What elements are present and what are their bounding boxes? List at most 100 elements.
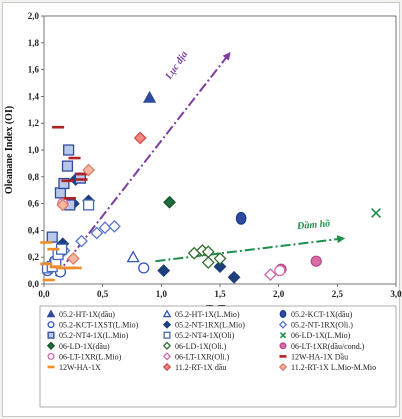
legend-marker — [162, 362, 172, 372]
x-tick-label: 0,5 — [97, 289, 109, 299]
y-tick-label: 0,0 — [28, 279, 40, 289]
data-point — [52, 125, 65, 129]
series-9 — [163, 195, 176, 209]
series-6 — [46, 144, 86, 243]
legend-marker — [47, 352, 55, 360]
data-point — [58, 177, 70, 190]
series-8 — [371, 208, 382, 218]
y-tick-label: 0,8 — [28, 172, 40, 182]
data-point — [126, 250, 140, 263]
series-16 — [133, 131, 147, 145]
data-point — [46, 231, 58, 243]
y-tick-label: 1,2 — [28, 118, 40, 128]
legend-marker — [47, 365, 55, 369]
x-tick-label: 1,5 — [214, 289, 226, 299]
legend-marker — [279, 355, 287, 358]
series-17 — [56, 163, 96, 265]
y-tick-label: 1,0 — [28, 145, 40, 155]
trend-line — [54, 51, 231, 277]
y-tick-label: 0,2 — [28, 252, 40, 262]
series-13 — [264, 268, 277, 282]
legend-label: 11.2-RT-1X dầu — [175, 363, 226, 372]
data-point — [371, 208, 382, 218]
legend-marker — [162, 320, 172, 329]
x-tick-label: 3,0 — [390, 289, 402, 299]
data-point — [157, 264, 171, 278]
y-tick-label: 1,8 — [28, 38, 40, 48]
legend-label: 05.2-KCT-1XST(L.Mio) — [59, 321, 139, 330]
legend-marker — [278, 320, 288, 329]
legend-marker — [279, 332, 287, 339]
series-1 — [126, 250, 140, 263]
legend-label: 06-LT-1XR(dầu/cond.) — [291, 342, 365, 351]
legend-label: 06-LD-1X(L.Mio) — [291, 331, 351, 340]
series-10 — [187, 244, 227, 269]
series-14 — [52, 125, 88, 200]
data-point — [75, 172, 88, 176]
trend-line — [155, 235, 346, 263]
series-5 — [57, 219, 121, 257]
data-point — [213, 252, 227, 265]
legend-label: 06-LD-1X(Oli.) — [175, 342, 227, 351]
legend-label: 12W-HA-1X Dầu — [291, 352, 348, 361]
data-point — [66, 252, 80, 265]
x-tick-label: 0,0 — [38, 289, 50, 299]
legend — [39, 305, 397, 408]
data-point — [213, 260, 227, 273]
legend-marker — [46, 341, 56, 350]
legend-label: 06-LT-1XR(L.Mio) — [59, 352, 122, 361]
legend-marker — [162, 341, 172, 350]
legend-label: 06-LD-1X(dầu) — [59, 342, 110, 351]
legend-label: 05.2-NT4-1X(Oli) — [175, 331, 235, 340]
y-tick-label: 0,4 — [28, 225, 40, 235]
data-point — [82, 199, 95, 211]
data-point — [201, 256, 215, 269]
data-point — [40, 262, 53, 266]
legend-label: 05.2-NT4-1X(L.Mio) — [59, 331, 129, 340]
legend-marker — [279, 342, 287, 350]
data-point — [82, 163, 96, 177]
annotation-label: Đầm hồ — [296, 218, 331, 232]
x-tick-label: 2,0 — [273, 289, 285, 299]
data-point — [63, 144, 75, 156]
data-point — [107, 219, 121, 233]
legend-label: 05.2-HT-1X(L.Mio) — [175, 310, 240, 319]
y-axis-title: Oleanane Index (OI) — [4, 106, 15, 194]
data-point — [47, 247, 60, 251]
data-point — [75, 178, 88, 181]
annotation-label: Lục địa — [163, 49, 190, 82]
data-point — [61, 160, 74, 172]
data-point — [69, 266, 82, 270]
legend-label: 05.2-KCT-1X(dầu) — [291, 310, 353, 319]
legend-marker — [279, 309, 287, 319]
legend-label: 05.2-HT-1X(dầu) — [59, 310, 115, 319]
x-tick-label: 2,5 — [332, 289, 344, 299]
data-point — [90, 226, 104, 240]
legend-marker — [278, 362, 288, 372]
data-point — [61, 179, 74, 183]
legend-label: 11.2-RT-1X L.Mio-M.Mio — [291, 363, 376, 372]
legend-label: 12W-HA-1X — [59, 363, 101, 372]
data-point — [54, 187, 67, 199]
y-tick-label: 1,4 — [28, 91, 40, 101]
data-point — [75, 234, 88, 248]
data-point — [49, 265, 62, 268]
legend-label: 06-LT-1XR(Oli.) — [175, 352, 230, 361]
data-point — [56, 198, 70, 212]
series-0 — [142, 90, 157, 103]
legend-marker — [162, 352, 172, 361]
legend-marker — [46, 309, 56, 318]
y-tick-label: 2,0 — [28, 11, 40, 21]
data-point — [227, 270, 241, 284]
data-point — [264, 268, 277, 282]
data-point — [274, 264, 286, 277]
legend-marker — [162, 309, 172, 318]
x-tick-label: 1,0 — [156, 289, 168, 299]
data-point — [142, 90, 157, 103]
y-tick-label: 1,6 — [28, 65, 40, 75]
plot-area — [43, 15, 397, 285]
legend-label: 05.2-NT-1RX(Oli.) — [291, 321, 353, 330]
data-point — [40, 241, 53, 244]
data-point — [63, 196, 76, 200]
